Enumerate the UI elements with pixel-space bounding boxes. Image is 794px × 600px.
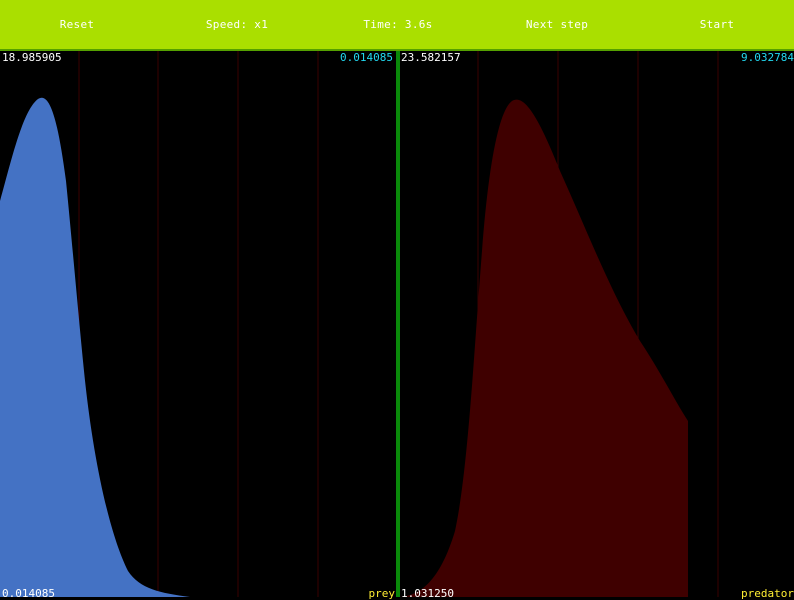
simulation-canvas	[0, 51, 719, 597]
predator-bottom-value-label: 1.031250	[401, 587, 454, 600]
predator-value-label: 9.032784	[741, 51, 794, 64]
panel-divider[interactable]	[396, 51, 400, 597]
toolbar: Reset Speed: x1 Time: 3.6s Next step Sta…	[0, 0, 794, 51]
prey-name-label: prey	[368, 587, 396, 600]
prey-value-label: 0.014085	[340, 51, 393, 64]
next-step-button[interactable]: Next step	[525, 18, 589, 31]
prey-y-max-label: 18.985905	[2, 51, 62, 64]
start-button[interactable]: Start	[699, 18, 735, 31]
prey-y-min-label: 0.014085	[2, 587, 55, 600]
predator-distribution-area	[399, 99, 688, 597]
predator-y-max-label: 23.582157	[401, 51, 461, 64]
predator-name-label: predator	[741, 587, 794, 600]
time-display: Time: 3.6s	[363, 18, 433, 31]
prey-distribution-area	[0, 97, 190, 597]
reset-button[interactable]: Reset	[59, 18, 95, 31]
speed-button[interactable]: Speed: x1	[205, 18, 269, 31]
